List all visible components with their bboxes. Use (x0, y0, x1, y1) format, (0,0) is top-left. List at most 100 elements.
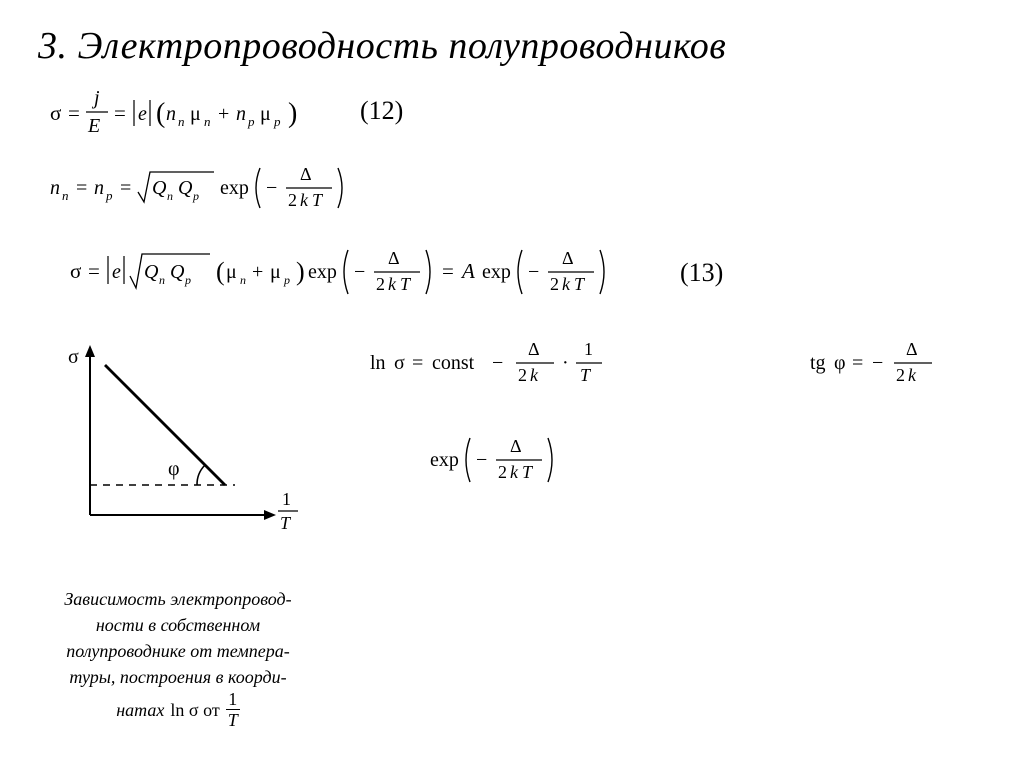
svg-text:p: p (283, 273, 290, 287)
svg-text:Q: Q (170, 261, 185, 283)
svg-text:n: n (50, 177, 60, 199)
svg-text:): ) (288, 98, 297, 129)
svg-text:μ: μ (190, 103, 201, 125)
svg-text:p: p (184, 273, 191, 287)
svg-text:T: T (580, 365, 592, 385)
page: 3. Электропроводность полупроводников σ … (0, 0, 1024, 767)
svg-text:−: − (476, 449, 487, 471)
equation-12: σ = j E = e ( n n μ n + n p μ p ) (50, 86, 380, 147)
svg-text:exp: exp (482, 261, 511, 283)
graph-line (105, 365, 225, 485)
equation-lnsigma: ln σ = const − Δ 2 k · 1 T (370, 335, 660, 396)
equation-tgphi: tg φ = − Δ 2 k (810, 335, 990, 396)
svg-text:φ: φ (834, 352, 846, 374)
svg-text:n: n (240, 273, 246, 287)
svg-text:k: k (300, 190, 309, 210)
svg-text:Δ: Δ (906, 339, 918, 359)
graph-x-label-den: T (280, 513, 292, 533)
svg-text:−: − (354, 261, 365, 283)
svg-text:n: n (62, 188, 69, 203)
svg-text:p: p (247, 114, 255, 129)
svg-text:Q: Q (178, 177, 193, 199)
svg-text:n: n (94, 177, 104, 199)
svg-text:μ: μ (226, 261, 237, 283)
svg-text:=: = (76, 177, 87, 199)
svg-text:e: e (112, 261, 121, 283)
svg-text:−: − (872, 352, 883, 374)
svg-text:exp: exp (220, 177, 249, 199)
conductivity-graph: σ 1 T φ (50, 345, 310, 555)
svg-text:T: T (522, 462, 534, 482)
svg-text:e: e (138, 103, 147, 125)
svg-text:T: T (312, 190, 324, 210)
svg-text:k: k (562, 274, 571, 294)
svg-text:n: n (166, 103, 176, 125)
svg-text:=: = (852, 352, 863, 374)
graph-x-label-num: 1 (282, 489, 291, 509)
svg-text:σ: σ (394, 352, 405, 374)
svg-text:Δ: Δ (528, 339, 540, 359)
svg-text:=: = (442, 259, 454, 283)
svg-text:): ) (296, 257, 305, 286)
caption-line-3: полупроводнике от темпера- (38, 638, 318, 664)
caption-frac-den: T (226, 709, 240, 729)
svg-text:E: E (87, 115, 100, 137)
svg-text:+: + (252, 261, 263, 283)
svg-text:−: − (266, 177, 277, 199)
caption-text-b: ln σ от (170, 697, 219, 723)
graph-angle-arc (197, 465, 205, 485)
svg-text:n: n (167, 189, 173, 203)
svg-text:exp: exp (430, 449, 459, 471)
svg-text:2: 2 (550, 274, 559, 294)
equation-12-number: (12) (360, 96, 403, 126)
svg-text:Δ: Δ (300, 164, 312, 184)
svg-text:σ: σ (70, 259, 81, 283)
equation-nn: n n = n p = Q n Q p exp − Δ 2 k T (50, 158, 410, 223)
svg-text:2: 2 (376, 274, 385, 294)
svg-text:=: = (120, 177, 131, 199)
caption-line-2: ности в собственном (38, 612, 318, 638)
caption-fraction: 1 T (226, 690, 240, 729)
svg-text:Δ: Δ (510, 436, 522, 456)
svg-text:p: p (192, 189, 199, 203)
svg-text:2: 2 (518, 365, 527, 385)
svg-text:=: = (412, 352, 423, 374)
svg-text:1: 1 (584, 339, 593, 359)
svg-text:exp: exp (308, 261, 337, 283)
svg-text:(: ( (156, 98, 165, 129)
svg-text:μ: μ (260, 103, 271, 125)
svg-text:μ: μ (270, 261, 281, 283)
svg-text:+: + (218, 103, 229, 125)
svg-text:=: = (88, 259, 100, 283)
svg-text:=: = (114, 101, 126, 125)
svg-text:2: 2 (498, 462, 507, 482)
graph-caption: Зависимость электропровод- ности в собст… (38, 586, 318, 729)
svg-text:p: p (273, 114, 281, 129)
caption-line-4: туры, построения в коорди- (38, 664, 318, 690)
svg-text:=: = (68, 101, 80, 125)
svg-text:n: n (159, 273, 165, 287)
svg-text:n: n (178, 114, 185, 129)
svg-text:A: A (460, 259, 475, 283)
svg-text:const: const (432, 352, 475, 374)
svg-text:n: n (236, 103, 246, 125)
equation-13: σ = e Q n Q p ( μ n + μ p ) exp − Δ 2 (70, 240, 690, 309)
graph-angle-label: φ (168, 458, 180, 480)
caption-frac-num: 1 (226, 690, 239, 709)
page-title: 3. Электропроводность полупроводников (38, 24, 726, 68)
svg-text:(: ( (216, 257, 225, 286)
equation-13-number: (13) (680, 258, 723, 288)
graph-y-label: σ (68, 346, 79, 368)
svg-text:tg: tg (810, 352, 826, 374)
svg-text:p: p (105, 188, 113, 203)
svg-text:k: k (510, 462, 519, 482)
svg-text:·: · (562, 352, 569, 374)
svg-text:k: k (908, 365, 917, 385)
caption-text-a: натах (116, 697, 164, 723)
caption-line-1: Зависимость электропровод- (38, 586, 318, 612)
svg-text:Q: Q (152, 177, 167, 199)
svg-text:−: − (492, 352, 503, 374)
svg-text:−: − (528, 261, 539, 283)
svg-text:n: n (204, 114, 211, 129)
svg-text:T: T (574, 274, 586, 294)
